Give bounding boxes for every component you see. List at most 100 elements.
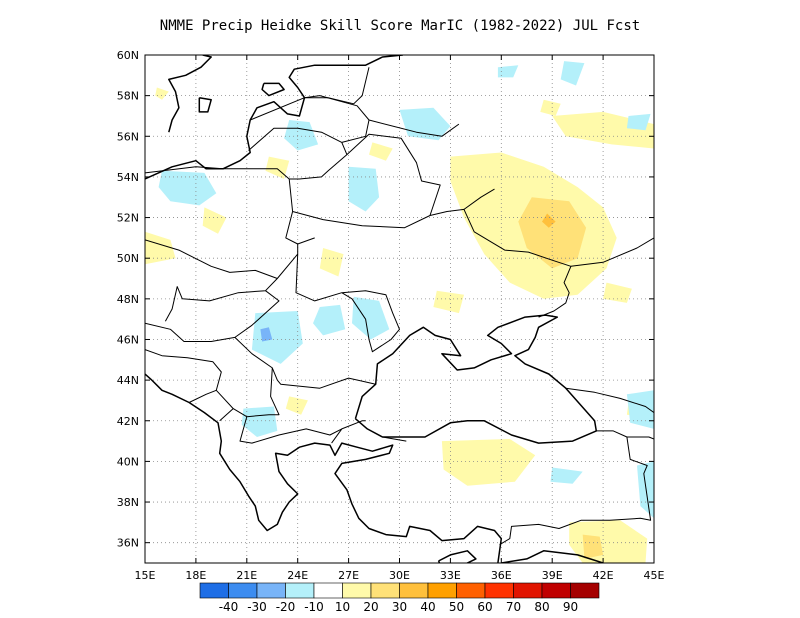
lat-tick-label: 56N <box>117 130 139 143</box>
lat-tick-label: 54N <box>117 171 139 184</box>
lat-tick-label: 46N <box>117 333 139 346</box>
skill-region--20 <box>260 327 273 342</box>
skill-region-20 <box>145 231 176 265</box>
colorbar-swatch <box>256 582 286 599</box>
skill-shading-layer <box>145 61 654 563</box>
country-border <box>292 208 572 318</box>
country-border <box>188 389 217 403</box>
country-border <box>570 237 654 267</box>
skill-region--10 <box>399 107 451 141</box>
lat-tick-label: 44N <box>117 374 139 387</box>
lat-tick-label: 38N <box>117 496 139 509</box>
colorbar-label: 30 <box>392 600 407 614</box>
lat-tick-label: 36N <box>117 537 139 550</box>
colorbar-swatch <box>342 582 372 599</box>
skill-region--10 <box>637 461 654 519</box>
country-border <box>248 127 348 180</box>
skill-region--10 <box>626 390 654 429</box>
coastline <box>501 550 604 563</box>
colorbar-swatch <box>285 582 315 599</box>
lon-tick-label: 24E <box>287 569 308 582</box>
country-border <box>145 349 234 422</box>
skill-region--10 <box>241 406 278 437</box>
country-border <box>565 387 654 414</box>
colorbar-swatch <box>427 582 457 599</box>
skill-region--10 <box>352 296 390 340</box>
country-border <box>368 119 460 137</box>
colorbar-label: -40 <box>219 600 239 614</box>
coastline <box>354 314 598 444</box>
skill-region--10 <box>497 65 519 78</box>
colorbar-swatch <box>399 582 429 599</box>
colorbar-swatch <box>228 582 258 599</box>
skill-region--10 <box>348 166 380 212</box>
lon-tick-label: 30E <box>389 569 410 582</box>
lon-tick-label: 45E <box>644 569 665 582</box>
country-border <box>234 337 376 389</box>
colorbar-swatch <box>313 582 343 599</box>
skill-region--10 <box>626 113 651 131</box>
colorbar-label: 80 <box>534 600 549 614</box>
colorbar-swatch <box>370 582 400 599</box>
skill-region-20 <box>155 87 169 100</box>
country-border <box>297 237 315 245</box>
skill-region-20 <box>540 99 561 116</box>
lon-tick-label: 27E <box>338 569 359 582</box>
lat-tick-label: 50N <box>117 252 139 265</box>
lat-tick-label: 42N <box>117 415 139 428</box>
country-border <box>382 436 407 442</box>
coastline <box>261 82 285 97</box>
skill-region--10 <box>158 170 217 206</box>
skill-region-40 <box>542 213 556 228</box>
colorbar-label: -20 <box>276 600 296 614</box>
lat-tick-label: 58N <box>117 90 139 103</box>
longitude-ticks: 15E 18E 21E 24E 27E 30E 33E 36E 39E 42E 45E <box>135 55 665 582</box>
skill-region-20 <box>603 282 632 303</box>
colorbar-label: 60 <box>477 600 492 614</box>
lon-tick-label: 18E <box>185 569 206 582</box>
lon-tick-label: 42E <box>593 569 614 582</box>
skill-region-30 <box>518 197 587 269</box>
latitude-ticks: 36N 38N 40N 42N 44N 46N 48N 50N 52N 54N 56N 58N 60N <box>117 49 654 550</box>
colorbar-swatch <box>484 582 514 599</box>
colorbar-swatch <box>570 582 600 599</box>
country-border <box>304 67 370 105</box>
coastline <box>145 373 503 563</box>
country-border <box>346 133 441 216</box>
skill-region-20 <box>319 248 344 277</box>
colorbar-label: 50 <box>449 600 464 614</box>
lon-tick-label: 15E <box>135 569 156 582</box>
skill-region--10 <box>550 467 583 484</box>
lon-tick-label: 36E <box>491 569 512 582</box>
country-border <box>499 436 652 546</box>
lat-tick-label: 52N <box>117 212 139 225</box>
coastline <box>168 55 212 133</box>
coastline <box>198 96 212 113</box>
skill-region--10 <box>560 61 585 86</box>
lat-tick-label: 60N <box>117 49 139 62</box>
skill-region-20 <box>433 290 464 314</box>
skill-region-20 <box>369 142 393 161</box>
colorbar-label: 90 <box>563 600 578 614</box>
colorbar: -40 -30 -20 -10 10 20 30 40 50 60 70 80 90 <box>199 582 600 614</box>
coastline <box>437 550 477 563</box>
colorbar-swatch <box>456 582 486 599</box>
colorbar-label: 20 <box>363 600 378 614</box>
map-title: NMME Precip Heidke Skill Score MarIC (19… <box>159 18 641 34</box>
colorbar-swatch <box>199 582 229 599</box>
graticule-grid <box>145 55 654 563</box>
colorbar-label: 40 <box>420 600 435 614</box>
country-border-layer <box>145 67 654 546</box>
country-border <box>145 290 280 342</box>
colorbar-label: 70 <box>506 600 521 614</box>
skill-region--10 <box>251 311 303 364</box>
country-border <box>232 408 248 418</box>
lat-tick-label: 48N <box>117 293 139 306</box>
colorbar-label: -30 <box>247 600 267 614</box>
skill-region--10 <box>284 120 319 151</box>
skill-region-20 <box>285 396 308 415</box>
colorbar-label: -10 <box>304 600 324 614</box>
skill-region--10 <box>313 304 346 336</box>
country-border <box>295 254 400 353</box>
